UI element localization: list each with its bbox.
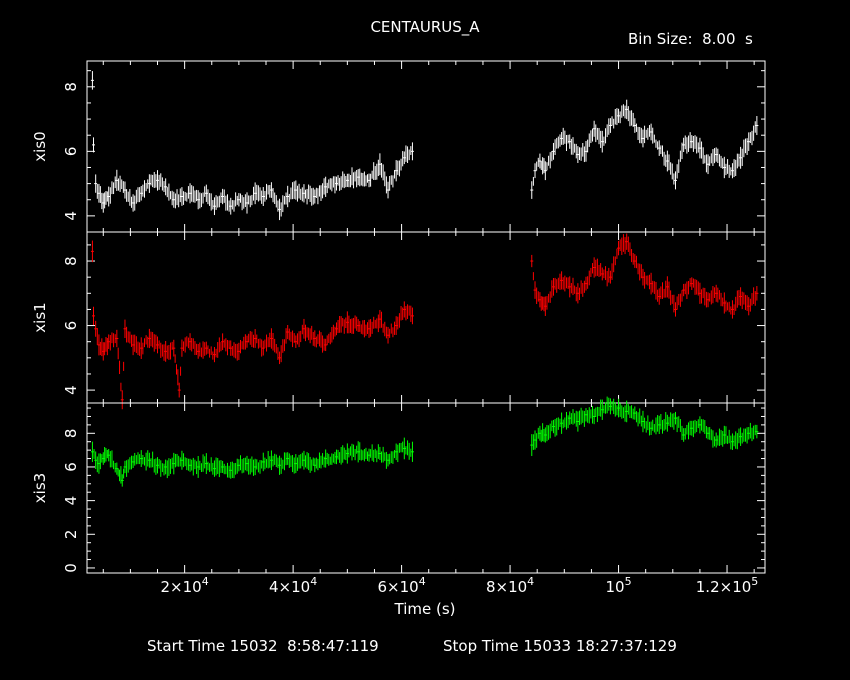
xis3-ytick-label: 4 [62, 496, 80, 506]
xis0-ytick-label: 4 [62, 211, 80, 221]
chart-title: CENTAURUS_A [370, 18, 480, 36]
xis0-axis-label: xis0 [31, 131, 49, 161]
xis0-panel-frame [86, 60, 766, 233]
xtick-label: 4×104 [269, 575, 317, 596]
xis3-ytick-label: 0 [62, 563, 80, 573]
xis1-ytick-label: 8 [62, 256, 80, 266]
xis3-ytick-label: 2 [62, 530, 80, 540]
x-axis-label: Time (s) [394, 600, 456, 618]
xtick-label: 105 [606, 575, 632, 596]
xis3-ytick-label: 8 [62, 429, 80, 439]
xis0-ytick-label: 6 [62, 147, 80, 157]
xis0-ytick-label: 8 [62, 82, 80, 92]
xis3-axis-label: xis3 [31, 473, 49, 503]
xtick-label: 6×104 [377, 575, 425, 596]
xis3-panel-frame [86, 402, 766, 574]
xtick-label: 1.2×105 [696, 575, 759, 596]
xis1-ytick-label: 4 [62, 385, 80, 395]
stop-time-label: Stop Time 15033 18:27:37:129 [443, 637, 677, 655]
xis3-ytick-label: 6 [62, 462, 80, 472]
xtick-label: 2×104 [161, 575, 209, 596]
bin-size-label: Bin Size: 8.00 s [628, 30, 753, 48]
xis1-axis-label: xis1 [31, 302, 49, 332]
xis1-panel-frame [86, 231, 766, 404]
xtick-label: 8×104 [486, 575, 534, 596]
xis1-ytick-label: 6 [62, 321, 80, 331]
start-time-label: Start Time 15032 8:58:47:119 [147, 637, 379, 655]
